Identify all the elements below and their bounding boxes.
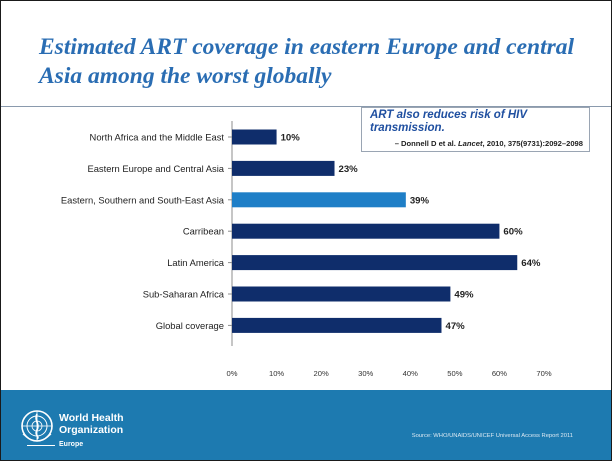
category-label: North Africa and the Middle East (90, 132, 225, 143)
value-label: 60% (503, 227, 523, 238)
value-label: 10% (281, 133, 301, 144)
x-tick-label: 20% (314, 369, 329, 378)
org-name-line1: World Health (59, 412, 124, 424)
callout-box: ART also reduces risk of HIV transmissio… (361, 107, 590, 152)
bar (232, 317, 442, 333)
category-label: Sub-Saharan Africa (143, 289, 225, 300)
x-tick-label: 10% (269, 369, 284, 378)
category-label: Carribean (183, 226, 224, 237)
x-tick-label: 30% (358, 369, 373, 378)
category-label: Latin America (167, 257, 225, 268)
value-label: 64% (521, 258, 541, 269)
value-label: 47% (445, 321, 465, 332)
bar (232, 129, 277, 145)
citation-details: , 2010, 375(9731):2092–2098 (482, 139, 584, 148)
x-tick-label: 70% (536, 369, 551, 378)
title-divider (1, 106, 611, 107)
bar (232, 255, 518, 271)
value-label: 23% (339, 164, 359, 175)
value-label: 39% (410, 195, 430, 206)
region-divider (27, 445, 55, 446)
bar-chart: North Africa and the Middle East 10% Easte… (61, 121, 552, 378)
bar (232, 223, 500, 239)
category-label: Global coverage (156, 320, 224, 331)
slide-title: Estimated ART coverage in eastern Europe… (39, 34, 575, 89)
category-label: Eastern Europe and Central Asia (87, 163, 224, 174)
callout-text: ART also reduces risk of HIV transmissio… (370, 109, 528, 134)
callout-citation: – Donnell D et al. Lancet, 2010, 375(973… (395, 139, 583, 148)
citation-authors: – Donnell D et al. (394, 139, 456, 148)
bar (232, 192, 406, 208)
bar (232, 160, 335, 176)
category-label: Eastern, Southern and South-East Asia (61, 194, 225, 205)
x-tick-label: 0% (227, 369, 238, 378)
region-label: Europe (59, 441, 84, 448)
x-tick-label: 40% (403, 369, 418, 378)
bar (232, 286, 451, 302)
x-tick-label: 50% (447, 369, 462, 378)
org-name: World Health Organization (59, 412, 124, 436)
citation-journal: Lancet (458, 139, 483, 148)
footer-bar: World Health Organization Europe Source:… (1, 390, 611, 460)
un-emblem-icon (19, 408, 55, 449)
source-note: Source: WHO/UNAIDS/UNICEF Universal Acce… (411, 433, 573, 439)
value-label: 49% (454, 290, 474, 301)
x-tick-label: 60% (492, 369, 507, 378)
org-name-line2: Organization (59, 424, 124, 436)
